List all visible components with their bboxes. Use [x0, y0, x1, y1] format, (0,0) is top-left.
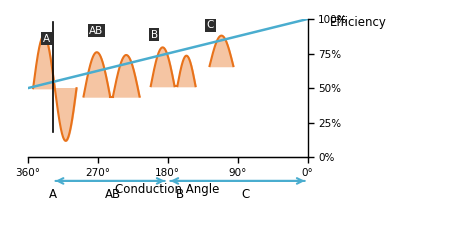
- Y-axis label: Efficiency: Efficiency: [329, 16, 386, 29]
- Text: AB: AB: [105, 188, 121, 201]
- X-axis label: Conduction Angle: Conduction Angle: [115, 183, 220, 196]
- Text: C: C: [207, 20, 214, 30]
- Text: A: A: [43, 34, 50, 44]
- Text: B: B: [151, 30, 158, 40]
- Text: C: C: [242, 188, 250, 201]
- Text: A: A: [49, 188, 57, 201]
- Text: AB: AB: [89, 26, 103, 36]
- Text: B: B: [176, 188, 184, 201]
